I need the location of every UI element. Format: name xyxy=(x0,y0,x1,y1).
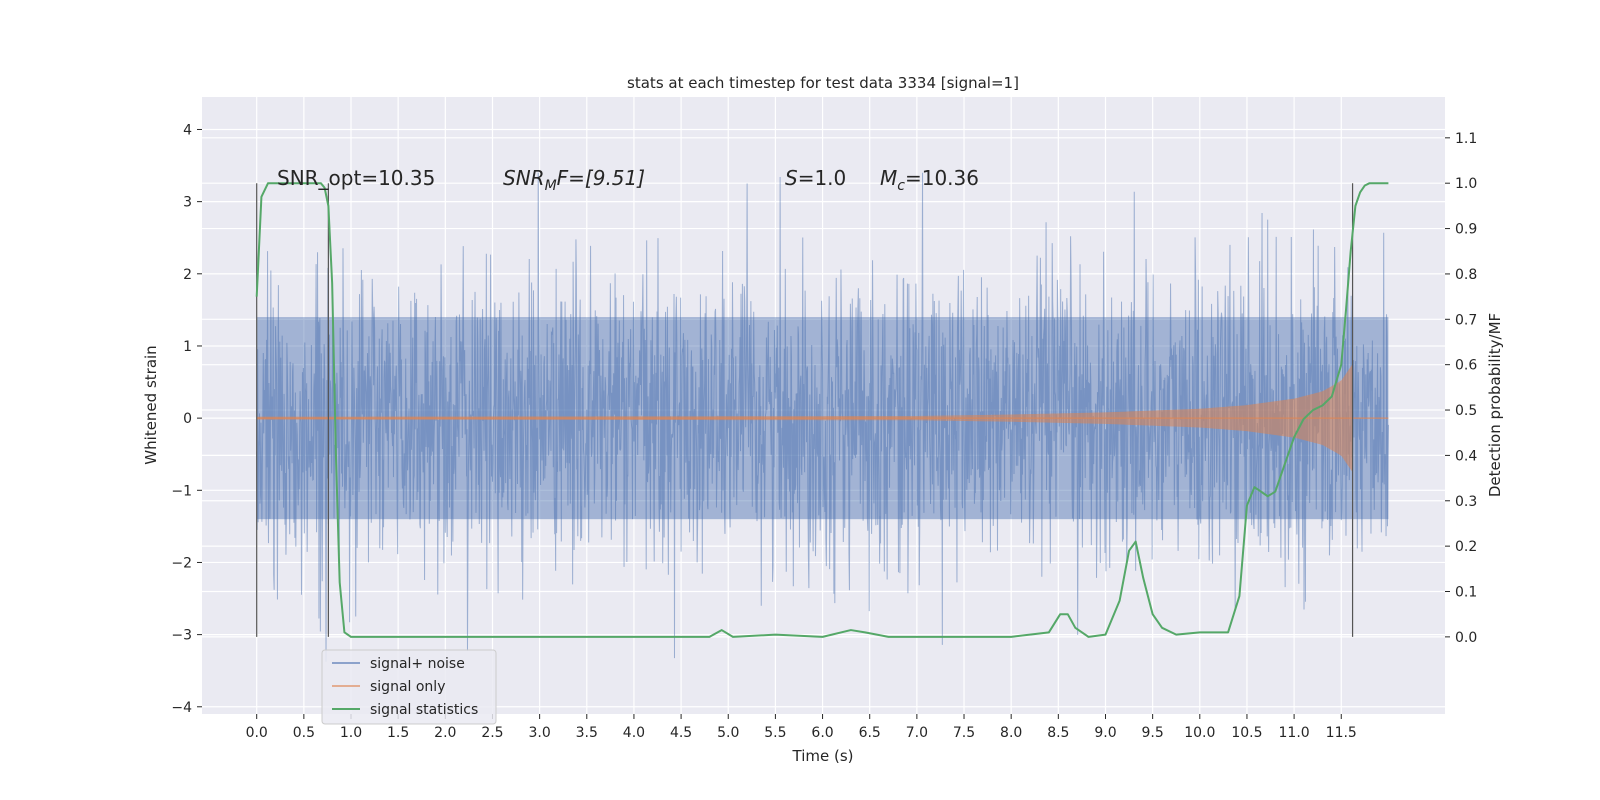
annotation-s-prefix: S xyxy=(785,166,798,190)
y-axis-title: Whitened strain xyxy=(142,345,160,464)
annotation-s: S=1.0 xyxy=(785,166,846,190)
x-tick-label: 1.5 xyxy=(387,725,409,741)
x-tick-label: 0.0 xyxy=(246,725,268,741)
x-tick-label: 0.5 xyxy=(293,725,315,741)
y-tick-label: −2 xyxy=(171,555,192,571)
y-tick-label: 1 xyxy=(183,339,192,355)
x-tick-label: 1.0 xyxy=(340,725,362,741)
x-tick-label: 3.0 xyxy=(528,725,550,741)
y-tick-label: 3 xyxy=(183,195,192,211)
y-tick-label: −1 xyxy=(171,483,192,499)
legend: signal+ noise signal only signal statist… xyxy=(321,649,497,725)
x-tick-label: 2.5 xyxy=(481,725,503,741)
x-tick-label: 11.0 xyxy=(1279,725,1310,741)
chart-title: stats at each timestep for test data 333… xyxy=(627,74,1019,92)
legend-label-signal-only: signal only xyxy=(370,679,445,695)
annotation-mc: Mc=10.36 xyxy=(880,166,979,194)
y2-tick-label: 0.5 xyxy=(1455,403,1477,419)
plot-contents xyxy=(255,172,1389,662)
y-axis-ticks: −4 −3 −2 −1 0 1 2 3 4 xyxy=(171,122,202,716)
annotation-mc-prefix: M xyxy=(880,166,897,190)
annotation-snr-mf-suffix-italic: F=[9.51] xyxy=(557,166,645,190)
annotation-snr-mf: SNRMF=[9.51] xyxy=(503,166,645,194)
annotation-mc-subscript: c xyxy=(897,178,905,194)
y-tick-label: 4 xyxy=(183,122,192,138)
y2-tick-label: 0.4 xyxy=(1455,448,1477,464)
x-axis-title: Time (s) xyxy=(792,747,854,765)
x-tick-label: 2.0 xyxy=(434,725,456,741)
legend-box xyxy=(321,649,497,725)
y2-tick-label: 0.3 xyxy=(1455,494,1477,510)
legend-label-signal-statistics: signal statistics xyxy=(370,702,478,718)
x-tick-label: 10.5 xyxy=(1231,725,1262,741)
annotation-s-suffix: =1.0 xyxy=(798,166,847,190)
y2-tick-label: 0.2 xyxy=(1455,539,1477,555)
x-tick-label: 7.5 xyxy=(953,725,975,741)
x-axis-ticks: 0.0 0.5 1.0 1.5 2.0 2.5 3.0 3.5 4.0 4.5 5.0 5.5 6.0 6… xyxy=(246,714,1357,741)
series-signal-only xyxy=(256,364,1389,473)
series-signal-plus-noise-line xyxy=(256,172,1389,662)
x-tick-label: 6.5 xyxy=(859,725,881,741)
annotation-snr-mf-prefix: SNR xyxy=(503,166,545,190)
annotation-snr-mf-subscript: M xyxy=(545,178,557,194)
y2-tick-label: 1.0 xyxy=(1455,176,1477,192)
x-tick-label: 10.0 xyxy=(1184,725,1215,741)
x-tick-label: 8.5 xyxy=(1047,725,1069,741)
x-tick-label: 7.0 xyxy=(906,725,928,741)
x-tick-label: 6.0 xyxy=(811,725,833,741)
y2-axis-title: Detection probability/MF xyxy=(1486,313,1504,497)
annotation-mc-suffix: =10.36 xyxy=(905,166,979,190)
x-tick-label: 4.0 xyxy=(623,725,645,741)
annotations: SNR_opt=10.35 SNRMF=[9.51] S=1.0 Mc=10.3… xyxy=(277,166,979,194)
x-tick-label: 4.5 xyxy=(670,725,692,741)
y2-tick-label: 0.9 xyxy=(1455,222,1477,238)
legend-label-signal-plus-noise: signal+ noise xyxy=(370,656,465,672)
y-tick-label: −3 xyxy=(171,628,192,644)
y-tick-label: 0 xyxy=(183,411,192,427)
y2-tick-label: 1.1 xyxy=(1455,131,1477,147)
y2-tick-label: 0.8 xyxy=(1455,267,1477,283)
y2-tick-label: 0.0 xyxy=(1455,630,1477,646)
x-tick-label: 8.0 xyxy=(1000,725,1022,741)
series-signal-statistics xyxy=(255,182,1389,638)
y2-tick-label: 0.7 xyxy=(1455,312,1477,328)
x-tick-label: 5.0 xyxy=(717,725,739,741)
y2-tick-label: 0.6 xyxy=(1455,358,1477,374)
x-tick-label: 11.5 xyxy=(1326,725,1357,741)
series-signal-statistics-line xyxy=(255,182,1389,638)
y2-axis-ticks: 0.0 0.1 0.2 0.3 0.4 0.5 0.6 0.7 0.8 0.9 1.0 1.1 xyxy=(1445,131,1477,646)
x-tick-label: 3.5 xyxy=(576,725,598,741)
y2-tick-label: 0.1 xyxy=(1455,585,1477,601)
vertical-marker-lines xyxy=(256,183,1354,637)
y-tick-label: −4 xyxy=(171,700,192,716)
x-tick-label: 9.5 xyxy=(1142,725,1164,741)
y-tick-label: 2 xyxy=(183,267,192,283)
annotation-snr-opt: SNR_opt=10.35 xyxy=(277,166,435,190)
x-tick-label: 9.0 xyxy=(1094,725,1116,741)
x-tick-label: 5.5 xyxy=(764,725,786,741)
